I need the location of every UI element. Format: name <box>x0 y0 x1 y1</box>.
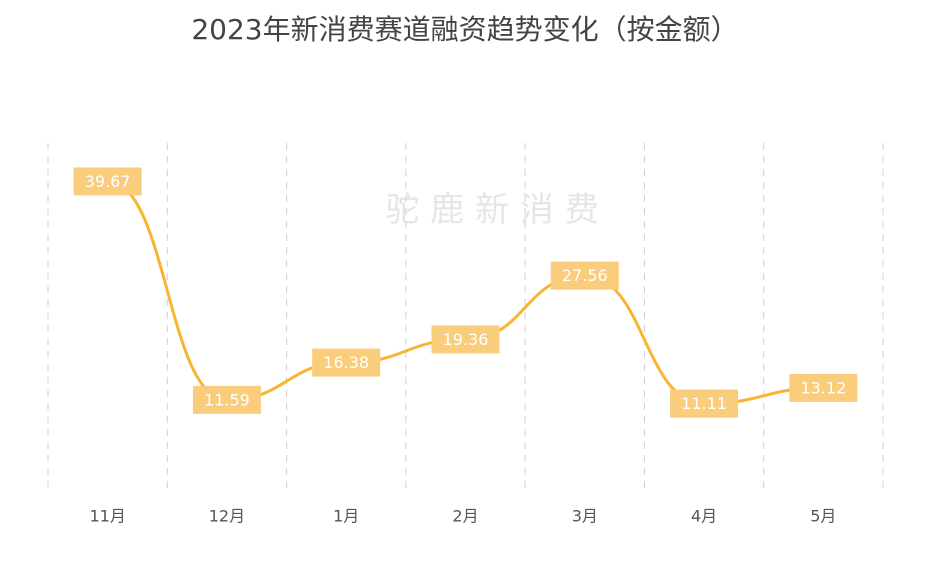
x-tick-label: 12月 <box>209 507 245 526</box>
x-tick-label: 11月 <box>89 507 125 526</box>
value-label-box <box>670 389 739 418</box>
value-label-box <box>789 373 858 402</box>
x-tick-label: 4月 <box>691 507 717 526</box>
x-tick-label: 2月 <box>452 507 478 526</box>
x-tick-label: 1月 <box>333 507 359 526</box>
value-label-box <box>550 261 619 290</box>
value-label: 13.12 <box>800 378 846 397</box>
x-tick-label: 5月 <box>810 507 836 526</box>
value-label-box <box>431 325 500 354</box>
chart-title: 2023年新消费赛道融资趋势变化（按金额） <box>191 13 738 46</box>
value-label-box <box>192 385 261 414</box>
value-label: 19.36 <box>443 330 489 349</box>
value-label: 27.56 <box>562 266 608 285</box>
value-label-box <box>312 348 381 377</box>
x-tick-label: 3月 <box>572 507 598 526</box>
value-label: 11.11 <box>681 394 727 413</box>
value-label: 16.38 <box>323 353 369 372</box>
watermark: 驼 鹿 新 消 费 <box>385 190 598 230</box>
value-label: 11.59 <box>204 390 250 409</box>
value-label: 39.67 <box>85 172 131 191</box>
value-label-box <box>73 167 142 196</box>
